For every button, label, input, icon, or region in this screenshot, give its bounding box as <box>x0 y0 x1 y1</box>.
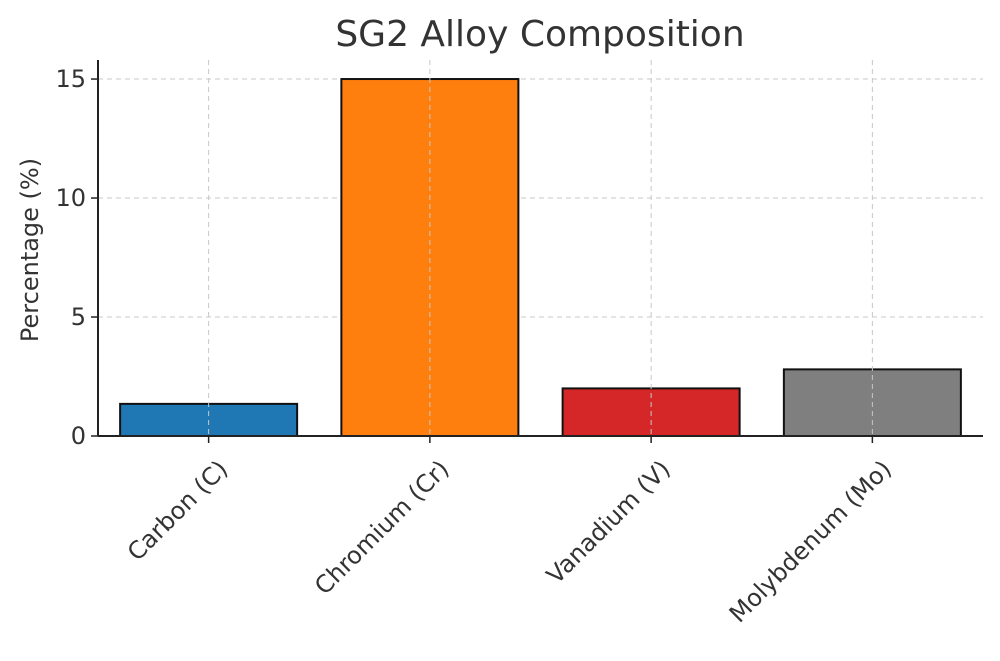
y-tick-labels: 0 5 10 15 <box>55 65 86 450</box>
chart-title: SG2 Alloy Composition <box>335 14 744 55</box>
x-tick-label: Vanadium (V) <box>541 455 676 590</box>
x-tick-label: Chromium (Cr) <box>309 455 454 600</box>
y-axis-label: Percentage (%) <box>16 158 44 342</box>
x-tick-label: Molybdenum (Mo) <box>724 455 897 628</box>
x-tick-labels: Carbon (C) Chromium (Cr) Vanadium (V) Molyb… <box>122 455 897 628</box>
y-tick-label: 0 <box>71 422 86 450</box>
bars-layer <box>119 78 962 438</box>
vertical-grid-layer <box>208 60 873 436</box>
y-tick-label: 5 <box>71 303 86 331</box>
y-tick-label: 10 <box>55 184 86 212</box>
axes-layer <box>91 60 983 443</box>
x-tick-label: Carbon (C) <box>122 455 233 566</box>
y-tick-label: 15 <box>55 65 86 93</box>
